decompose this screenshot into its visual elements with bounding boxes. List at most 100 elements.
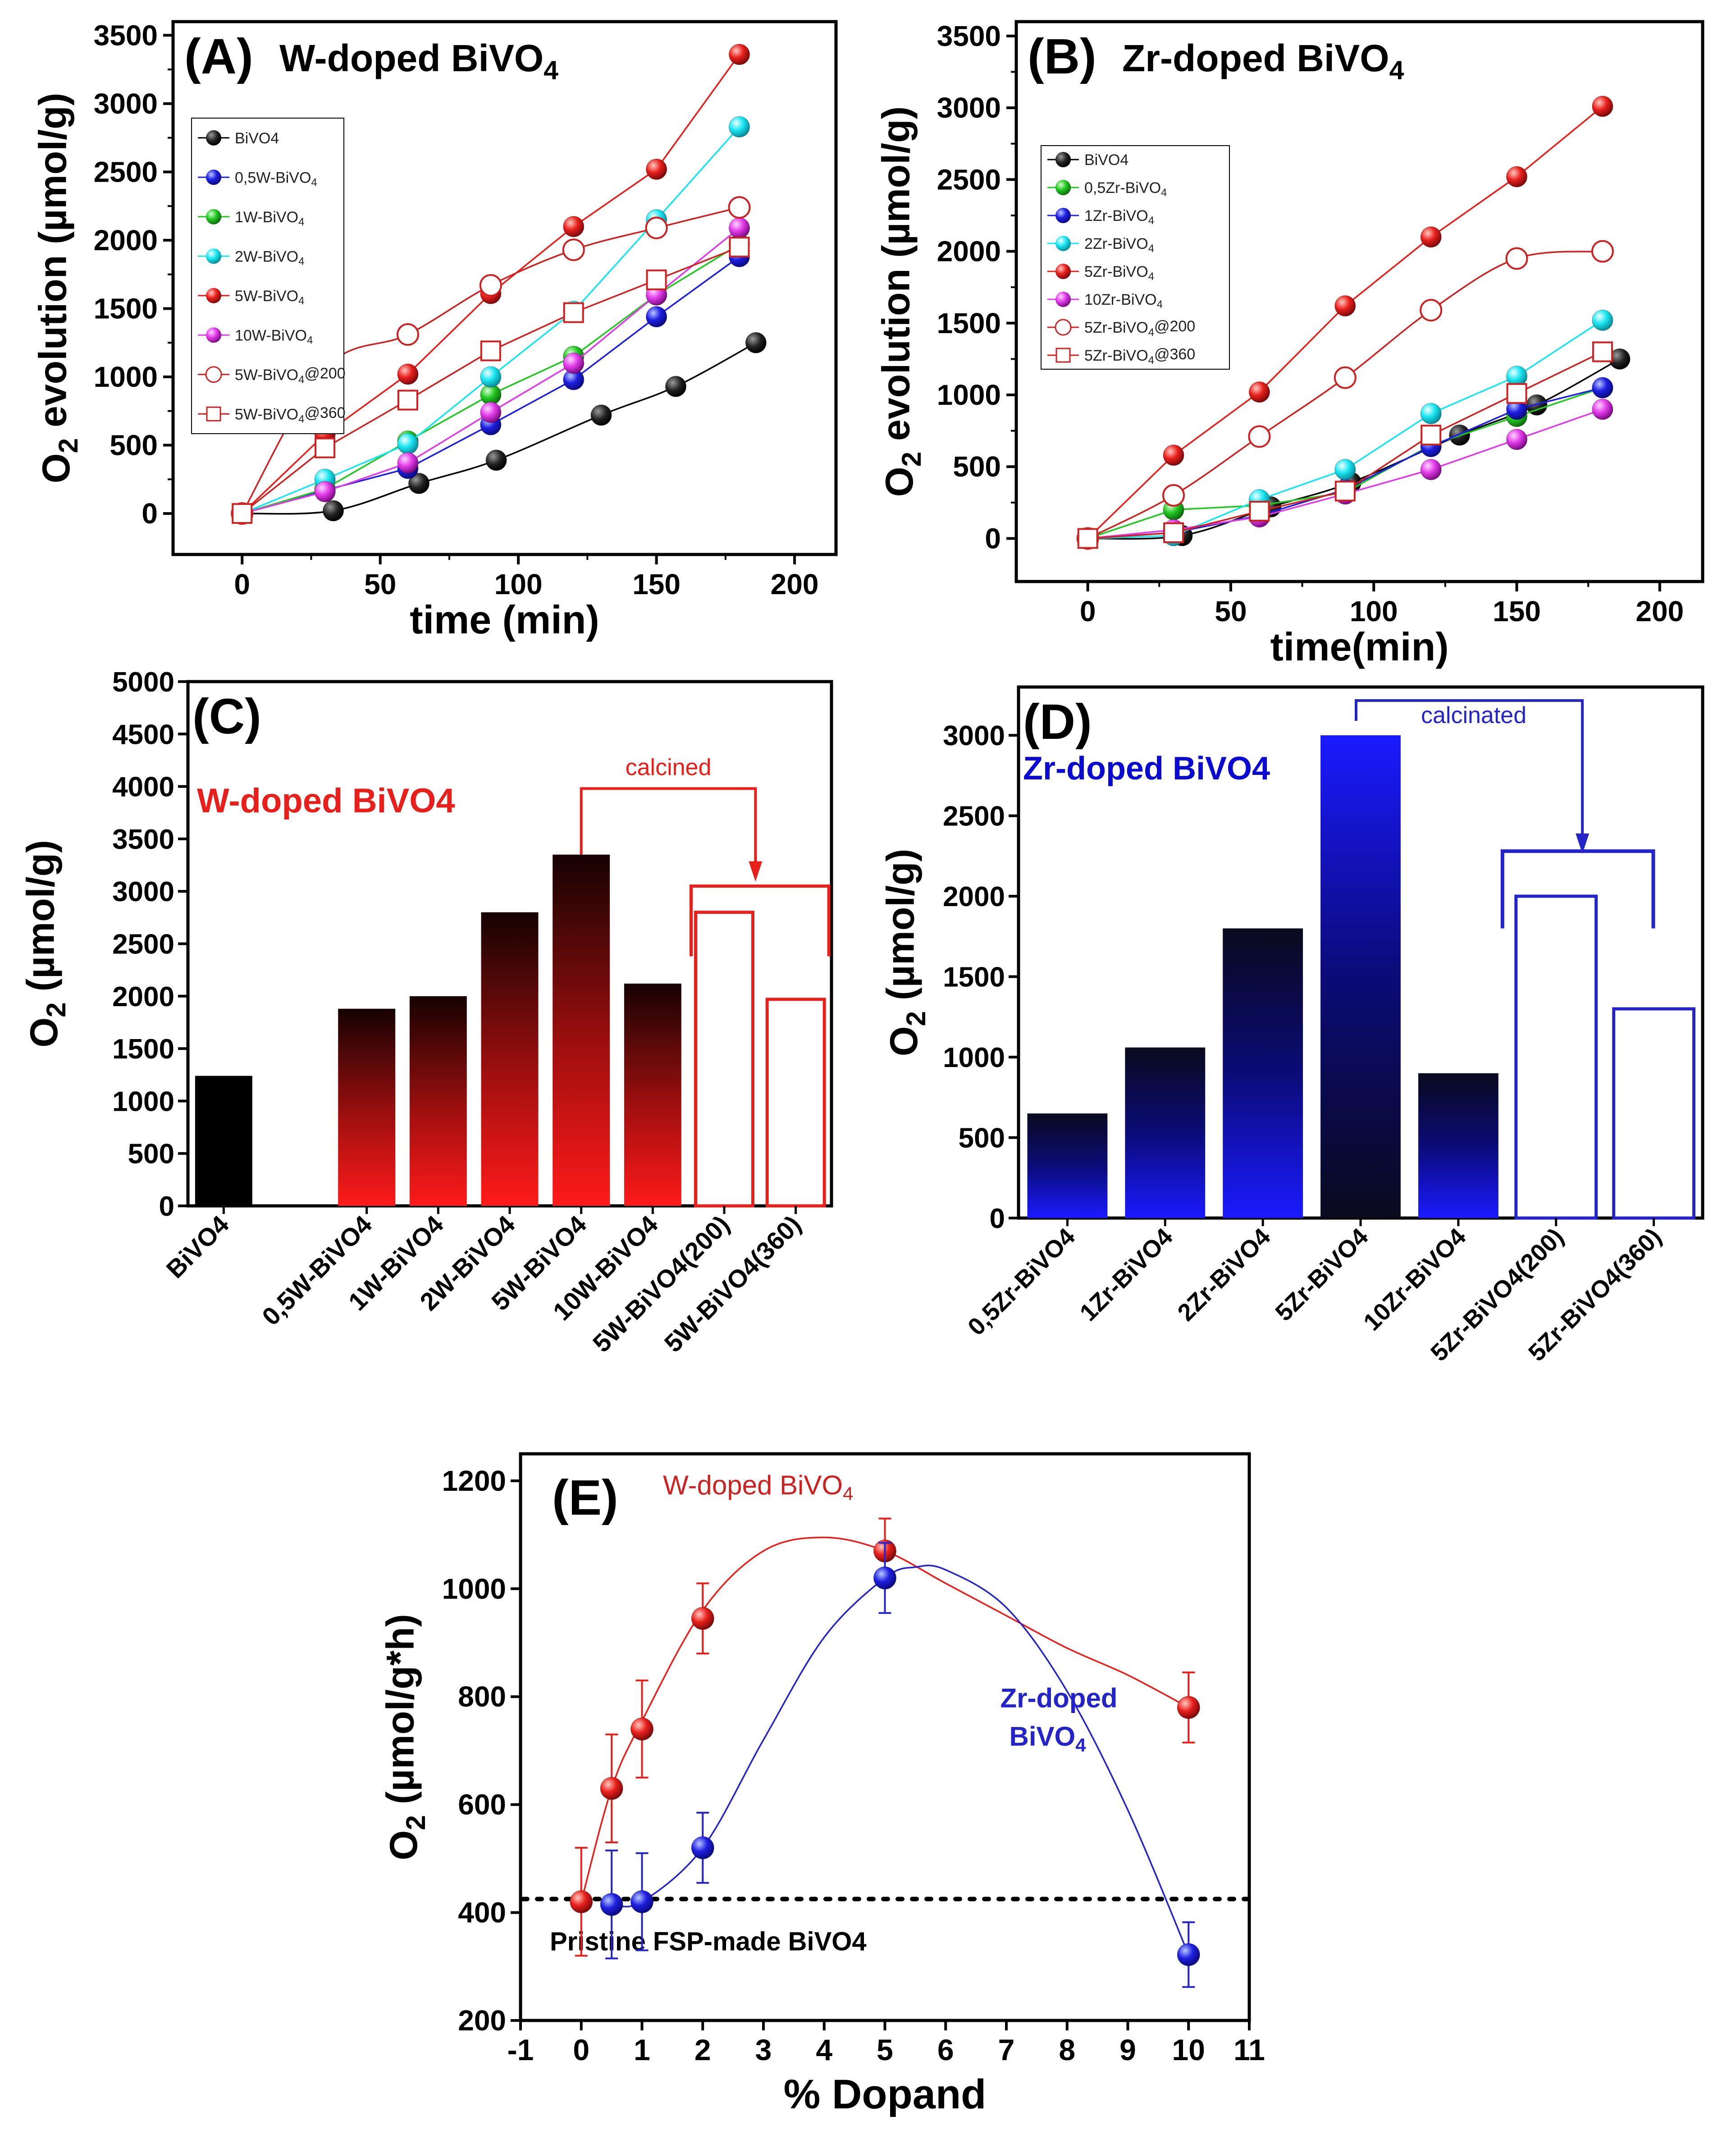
panel-label: (D) bbox=[1023, 694, 1092, 750]
data-point bbox=[563, 216, 585, 238]
data-point bbox=[562, 238, 585, 261]
x-tick-label: 200 bbox=[1635, 595, 1684, 628]
data-point bbox=[630, 1718, 653, 1741]
series-5Zr-BiVO4@360 bbox=[1077, 341, 1613, 549]
x-tick-label: 5 bbox=[877, 2033, 893, 2066]
x-axis-label: % Dopand bbox=[784, 2071, 987, 2117]
x-tick-label: 11 bbox=[1233, 2033, 1265, 2066]
legend-marker bbox=[206, 327, 221, 343]
legend-marker bbox=[1055, 264, 1071, 279]
x-tick-label: 7 bbox=[998, 2033, 1015, 2066]
panel-title: W-doped BiVO4 bbox=[279, 37, 558, 85]
legend-marker bbox=[206, 169, 221, 185]
bar bbox=[694, 911, 754, 1208]
data-point bbox=[314, 481, 336, 503]
legend-label: 5Zr-BiVO4 bbox=[1084, 263, 1154, 283]
legend-label: 5Zr-BiVO4@200 bbox=[1084, 318, 1195, 339]
panel-label: (A) bbox=[184, 29, 253, 84]
data-point bbox=[1591, 240, 1614, 263]
data-point bbox=[1248, 381, 1270, 403]
y-tick-label: 500 bbox=[110, 429, 158, 462]
panel-e-chart: -1 0 1 2 3 4 5 6 7 8 9 10 11 200 400 600 800 1000 1200 % Do… bbox=[379, 1452, 1265, 2117]
x-axis-label: time(min) bbox=[1270, 624, 1449, 669]
bar bbox=[1514, 894, 1598, 1220]
y-axis-label: O2 evolution (µmol/g) bbox=[874, 106, 927, 497]
data-point bbox=[1163, 522, 1184, 543]
y-tick-label: 2500 bbox=[937, 163, 1001, 196]
y-tick-label: 2000 bbox=[943, 881, 1005, 912]
y-tick-label: 2500 bbox=[112, 929, 174, 960]
data-point bbox=[646, 306, 667, 328]
x-tick-label: 200 bbox=[771, 568, 819, 600]
x-tick-label: 0 bbox=[1080, 595, 1096, 628]
y-tick-label: 4000 bbox=[112, 772, 174, 803]
x-tick-label: 0 bbox=[573, 2033, 589, 2066]
data-point bbox=[665, 376, 687, 397]
calcined-bracket: calcined bbox=[580, 754, 831, 957]
legend-label: 2W-BiVO4 bbox=[235, 248, 304, 267]
x-tick-label: 100 bbox=[494, 568, 543, 600]
y-tick-label: 3500 bbox=[112, 824, 174, 855]
data-point bbox=[590, 404, 612, 426]
bracket-line bbox=[690, 884, 831, 957]
y-tick-label: 500 bbox=[959, 1123, 1005, 1154]
legend-marker bbox=[206, 248, 221, 264]
data-point bbox=[728, 44, 750, 65]
y-tick-label: 2000 bbox=[94, 224, 158, 257]
bar bbox=[1418, 1073, 1498, 1218]
data-point bbox=[600, 1777, 623, 1800]
panel-c-chart: 0 500 1000 1500 2000 2500 3000 3500 4000 4500 5000… bbox=[19, 667, 833, 1358]
legend-label: BiVO4 bbox=[1084, 151, 1128, 169]
y-tick-label: 3000 bbox=[943, 720, 1005, 751]
data-point bbox=[1163, 444, 1184, 466]
inset-title: Zr-doped BiVO4 bbox=[1023, 751, 1270, 787]
x-tick-label: 8 bbox=[1059, 2033, 1075, 2066]
data-point bbox=[745, 332, 767, 353]
data-point bbox=[1249, 500, 1270, 522]
data-point bbox=[1334, 295, 1356, 317]
legend-marker bbox=[1055, 236, 1071, 251]
y-tick-label: 200 bbox=[458, 2004, 506, 2037]
y-tick-label: 600 bbox=[458, 1788, 506, 1821]
x-tick-label: 150 bbox=[632, 568, 681, 600]
y-tick-label: 3500 bbox=[937, 20, 1001, 52]
x-tick-label: 4 bbox=[816, 2033, 832, 2066]
legend-label: 10Zr-BiVO4 bbox=[1084, 291, 1163, 311]
legend-box bbox=[191, 118, 344, 434]
data-point bbox=[1334, 366, 1357, 389]
y-tick-label: 0 bbox=[142, 497, 158, 530]
data-point bbox=[1177, 1943, 1200, 1966]
y-axis-label: O2 (µmol/g) bbox=[19, 840, 71, 1047]
legend-label: 1W-BiVO4 bbox=[235, 209, 304, 228]
y-tick-label: 0 bbox=[985, 522, 1001, 554]
x-tick-label: 0 bbox=[234, 568, 250, 600]
y-axis-label: O2 (µmol/g*h) bbox=[379, 1614, 431, 1860]
x-tick-label: 50 bbox=[1215, 595, 1247, 628]
panel-label: (E) bbox=[552, 1470, 618, 1525]
plot-frame bbox=[171, 20, 838, 556]
data-point bbox=[563, 353, 585, 374]
panel-b-chart: 0 50 100 150 2000500100015002000250030003500… bbox=[874, 20, 1704, 669]
y-tick-label: 5000 bbox=[112, 667, 174, 698]
legend-label: 5W-BiVO4 bbox=[235, 288, 304, 307]
bracket-line bbox=[1500, 849, 1655, 929]
y-tick-label: 1000 bbox=[937, 379, 1001, 411]
data-point bbox=[646, 158, 667, 180]
y-tick-label: 3500 bbox=[94, 19, 158, 51]
panel-d-chart: 0 500 1000 1500 2000 2500 3000 O2 (µmol/g) (D)Zr… bbox=[879, 685, 1704, 1366]
y-tick-label: 1200 bbox=[442, 1465, 506, 1497]
x-tick-label: 5Zr-BiVO4 bbox=[1270, 1223, 1373, 1326]
y-tick-label: 2000 bbox=[937, 235, 1001, 268]
data-point bbox=[315, 437, 336, 458]
data-point bbox=[646, 269, 667, 290]
bracket-label: calcinated bbox=[1421, 702, 1526, 728]
y-tick-label: 0 bbox=[159, 1191, 174, 1222]
legend-marker bbox=[206, 288, 221, 303]
plot-frame bbox=[1014, 20, 1704, 583]
legend-box bbox=[1041, 145, 1230, 370]
panel-title: Zr-doped BiVO4 bbox=[1122, 37, 1404, 85]
bar bbox=[338, 1008, 396, 1206]
data-point bbox=[570, 1890, 593, 1914]
y-tick-label: 500 bbox=[953, 450, 1001, 483]
